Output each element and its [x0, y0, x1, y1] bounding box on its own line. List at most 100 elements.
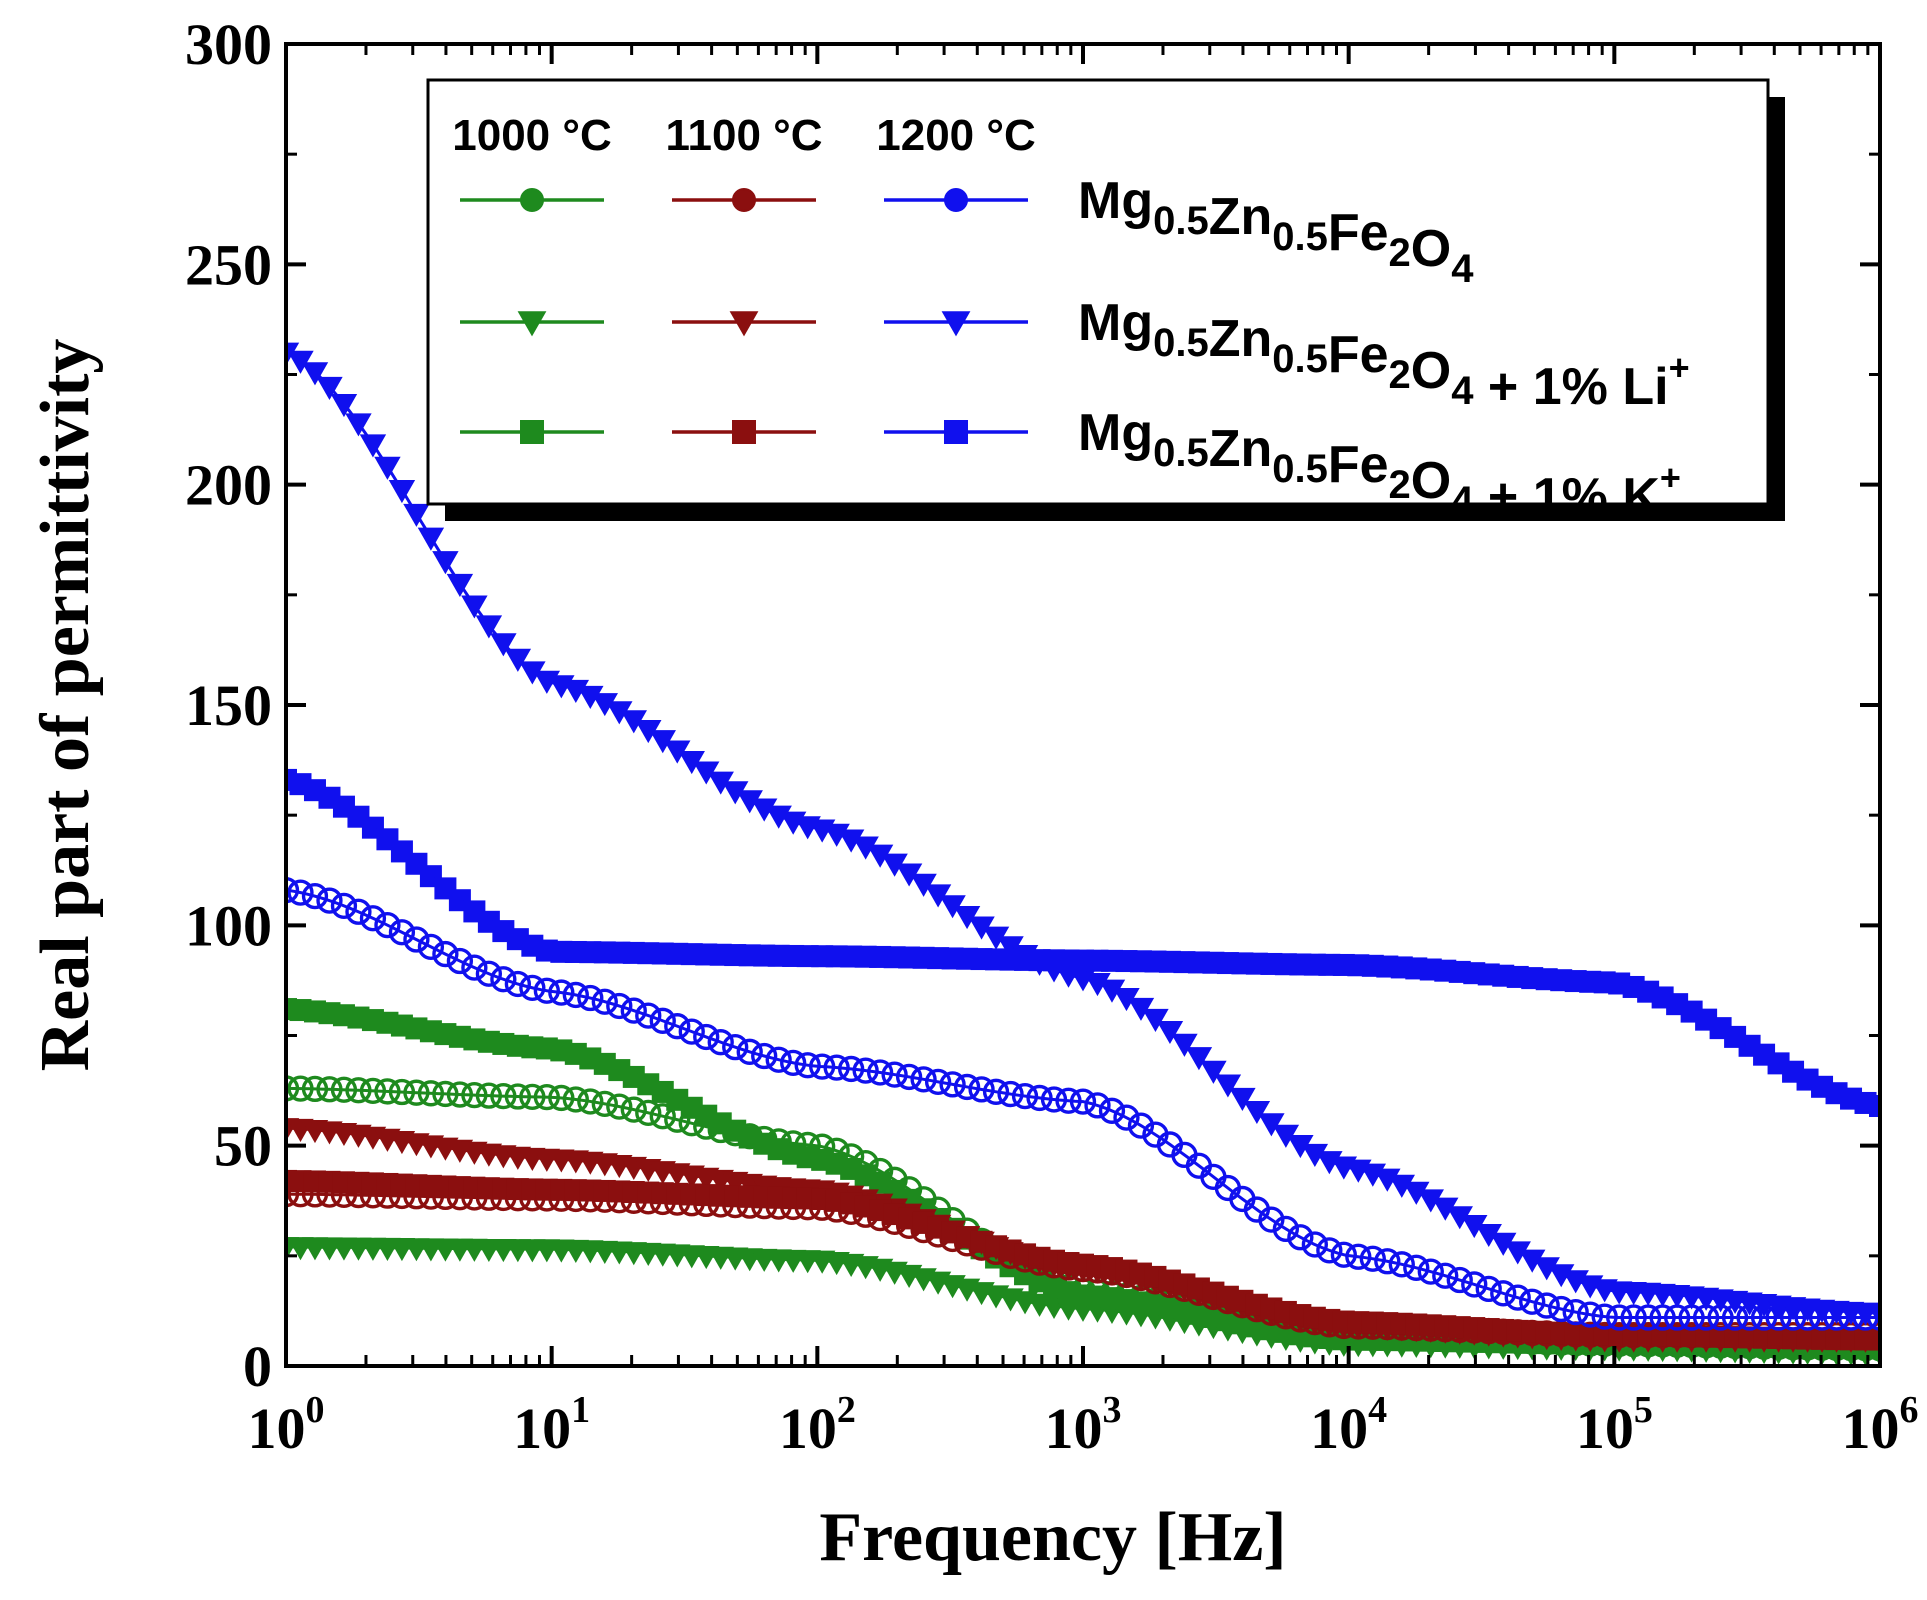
data-point — [374, 911, 401, 939]
data-point — [620, 997, 647, 1024]
data-point — [837, 829, 865, 853]
data-point — [1330, 1241, 1357, 1268]
data-point — [432, 1080, 459, 1108]
data-point — [953, 1073, 981, 1101]
y-tick-label: 50 — [214, 1114, 272, 1179]
data-point — [403, 503, 430, 527]
y-tick-label: 300 — [185, 12, 272, 77]
data-point — [1156, 1020, 1184, 1045]
y-axis-label: Real part of permittivity — [27, 339, 104, 1072]
data-point — [345, 898, 372, 925]
data-point — [287, 1075, 314, 1102]
data-point — [591, 988, 618, 1015]
legend-temperature-header: 1100 °C — [665, 111, 822, 160]
data-point — [620, 710, 647, 734]
data-point — [330, 1076, 358, 1103]
data-point — [330, 394, 358, 418]
data-point — [577, 685, 604, 709]
data-point — [1055, 1087, 1082, 1114]
legend-composition-label: Mg0.5Zn0.5Fe2O4 + 1% K+ — [1078, 404, 1681, 526]
data-point — [1519, 1288, 1546, 1315]
data-point — [519, 661, 546, 685]
legend-box — [426, 78, 1770, 506]
data-point — [765, 1046, 792, 1073]
data-point — [287, 879, 314, 906]
data-point — [417, 933, 445, 960]
data-point — [519, 974, 546, 1001]
data-point — [852, 836, 879, 860]
data-point — [1432, 1197, 1459, 1221]
data-point — [736, 790, 763, 814]
data-point — [1869, 1095, 1880, 1118]
data-point — [968, 1076, 995, 1103]
data-point — [1461, 1271, 1488, 1298]
data-point — [1026, 1084, 1053, 1112]
data-point — [1113, 1104, 1140, 1131]
data-point — [461, 1081, 488, 1109]
data-point — [417, 1080, 445, 1107]
y-tick-label: 100 — [185, 893, 272, 958]
data-point — [403, 1079, 430, 1106]
data-point — [707, 1029, 734, 1056]
data-point — [490, 966, 517, 993]
data-point — [591, 693, 618, 717]
data-point — [1229, 1087, 1256, 1112]
data-point — [432, 551, 459, 575]
data-point — [1417, 1189, 1444, 1213]
data-point — [910, 1066, 937, 1093]
data-point — [881, 1061, 908, 1088]
data-point — [1287, 1224, 1314, 1251]
data-point — [664, 740, 691, 764]
data-point — [780, 1049, 807, 1076]
data-point — [1490, 1232, 1517, 1256]
data-point — [866, 844, 894, 868]
data-point — [1533, 1292, 1560, 1319]
data-point — [736, 1038, 763, 1065]
data-point — [301, 882, 329, 910]
data-point — [345, 413, 372, 437]
data-point — [1417, 1258, 1444, 1285]
data-point — [359, 1077, 387, 1104]
data-point — [1345, 1243, 1372, 1270]
data-point — [591, 1090, 618, 1118]
series-6 — [286, 876, 1880, 1331]
x-tick-label: 104 — [1310, 1389, 1387, 1461]
data-point — [345, 1077, 372, 1104]
x-tick-label: 103 — [1045, 1389, 1122, 1461]
data-point — [635, 1099, 662, 1126]
legend-marker-circle — [732, 188, 756, 212]
data-point — [1011, 1082, 1039, 1110]
data-point — [446, 1081, 474, 1108]
legend-marker-circle — [520, 188, 544, 212]
data-point — [1127, 997, 1155, 1021]
legend-marker-triangle-down — [729, 311, 759, 337]
data-point — [924, 1068, 952, 1095]
data-point — [1272, 1215, 1300, 1243]
data-point — [1301, 1143, 1329, 1167]
data-point — [562, 679, 590, 703]
legend-marker-circle — [944, 188, 968, 212]
data-point — [562, 981, 589, 1009]
data-point — [287, 350, 314, 374]
y-tick-label: 250 — [185, 232, 272, 297]
data-point — [301, 362, 329, 386]
data-point — [301, 1075, 329, 1103]
data-point — [388, 480, 416, 504]
legend-temperature-header: 1200 °C — [876, 111, 1035, 160]
data-point — [707, 771, 734, 795]
data-point — [388, 1078, 416, 1106]
data-point — [1519, 1249, 1546, 1273]
data-point — [649, 1007, 676, 1034]
data-point — [664, 1013, 691, 1040]
data-point — [577, 984, 604, 1012]
x-tick-label: 101 — [513, 1389, 590, 1461]
data-point — [475, 960, 503, 987]
data-point — [1504, 1241, 1531, 1265]
legend-marker-square — [944, 420, 968, 444]
data-point — [895, 1063, 923, 1091]
series-8 — [286, 768, 1880, 1118]
data-point — [823, 1054, 850, 1081]
data-point — [1040, 1086, 1068, 1113]
legend-composition-label: Mg0.5Zn0.5Fe2O4 — [1078, 172, 1474, 291]
